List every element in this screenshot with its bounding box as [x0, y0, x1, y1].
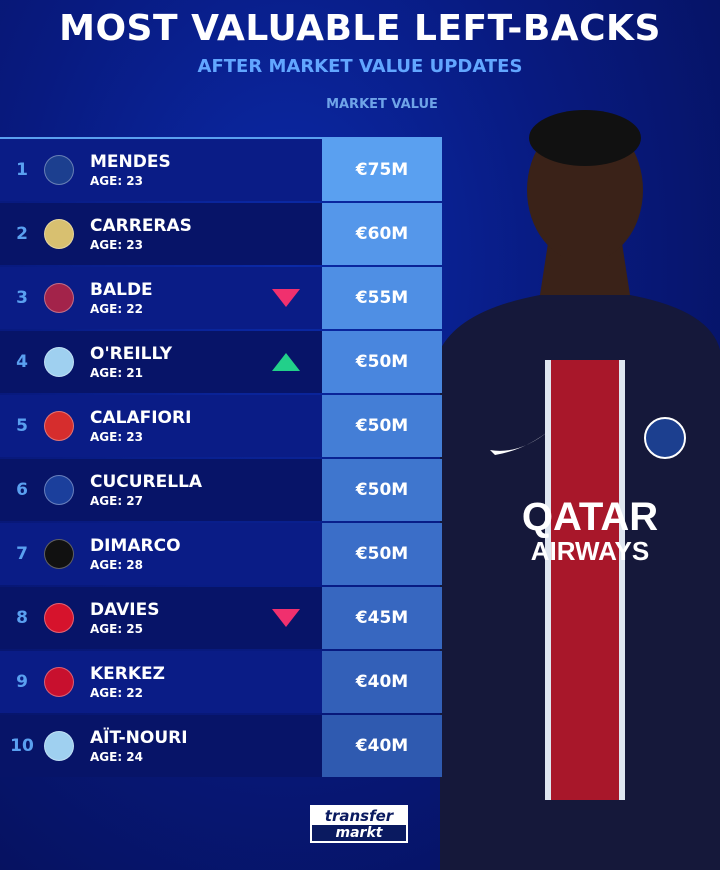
market-value: €40M [322, 715, 442, 777]
club-crest-icon [44, 667, 74, 697]
logo-line1: transfer [324, 807, 394, 825]
player-age: AGE: 23 [90, 430, 144, 444]
market-value: €50M [322, 395, 442, 457]
logo-line2: markt [312, 825, 406, 841]
rank: 7 [16, 544, 28, 564]
page-title: MOST VALUABLE LEFT-BACKS [59, 8, 661, 49]
rank: 4 [16, 352, 28, 372]
rank: 10 [10, 736, 34, 756]
club-crest-icon [44, 475, 74, 505]
market-value: €75M [322, 139, 442, 201]
player-name: CARRERAS [90, 216, 192, 236]
market-value: €40M [322, 651, 442, 713]
table-row: 3 BALDE AGE: 22 €55M [0, 267, 442, 329]
club-crest-icon [44, 539, 74, 569]
table-row: 6 CUCURELLA AGE: 27 €50M [0, 459, 442, 521]
rank: 9 [16, 672, 28, 692]
club-crest-icon [44, 411, 74, 441]
rank: 8 [16, 608, 28, 628]
table-row: 10 AÏT-NOURI AGE: 24 €40M [0, 715, 442, 777]
club-crest-icon [44, 155, 74, 185]
player-age: AGE: 23 [90, 174, 144, 188]
player-age: AGE: 21 [90, 366, 144, 380]
club-crest-icon [44, 347, 74, 377]
player-name: DIMARCO [90, 536, 181, 556]
table-row: 9 KERKEZ AGE: 22 €40M [0, 651, 442, 713]
market-value: €50M [322, 459, 442, 521]
player-name: MENDES [90, 152, 171, 172]
rank: 6 [16, 480, 28, 500]
table-row: 5 CALAFIORI AGE: 23 €50M [0, 395, 442, 457]
page-subtitle: AFTER MARKET VALUE UPDATES [197, 56, 523, 77]
rank: 2 [16, 224, 28, 244]
table-row: 7 DIMARCO AGE: 28 €50M [0, 523, 442, 585]
table-row: 2 CARRERAS AGE: 23 €60M [0, 203, 442, 265]
club-crest-icon [44, 603, 74, 633]
player-age: AGE: 23 [90, 238, 144, 252]
market-value-header: MARKET VALUE [326, 97, 438, 112]
transfermarkt-logo: transfer markt [310, 805, 408, 843]
rank: 3 [16, 288, 28, 308]
player-age: AGE: 28 [90, 558, 144, 572]
svg-text:QATAR: QATAR [522, 495, 658, 539]
rank: 1 [16, 160, 28, 180]
trend-down-icon [272, 609, 300, 627]
trend-down-icon [272, 289, 300, 307]
rank: 5 [16, 416, 28, 436]
player-photo: QATAR AIRWAYS [440, 110, 720, 870]
trend-up-icon [272, 353, 300, 371]
player-age: AGE: 25 [90, 622, 144, 636]
table-row: 1 MENDES AGE: 23 €75M [0, 139, 442, 201]
club-crest-icon [44, 731, 74, 761]
player-name: CALAFIORI [90, 408, 192, 428]
player-name: CUCURELLA [90, 472, 203, 492]
player-age: AGE: 24 [90, 750, 144, 764]
club-crest-icon [44, 283, 74, 313]
player-age: AGE: 27 [90, 494, 144, 508]
player-age: AGE: 22 [90, 686, 144, 700]
market-value: €55M [322, 267, 442, 329]
market-value: €60M [322, 203, 442, 265]
market-value: €45M [322, 587, 442, 649]
player-name: KERKEZ [90, 664, 165, 684]
market-value: €50M [322, 523, 442, 585]
player-name: O'REILLY [90, 344, 173, 364]
player-name: AÏT-NOURI [90, 728, 188, 748]
svg-text:AIRWAYS: AIRWAYS [531, 536, 650, 566]
ranking-table: 1 MENDES AGE: 23 €75M 2 CARRERAS AGE: 23 … [0, 137, 442, 779]
table-row: 4 O'REILLY AGE: 21 €50M [0, 331, 442, 393]
club-crest-icon [44, 219, 74, 249]
player-name: DAVIES [90, 600, 160, 620]
player-name: BALDE [90, 280, 153, 300]
player-age: AGE: 22 [90, 302, 144, 316]
market-value: €50M [322, 331, 442, 393]
table-row: 8 DAVIES AGE: 25 €45M [0, 587, 442, 649]
